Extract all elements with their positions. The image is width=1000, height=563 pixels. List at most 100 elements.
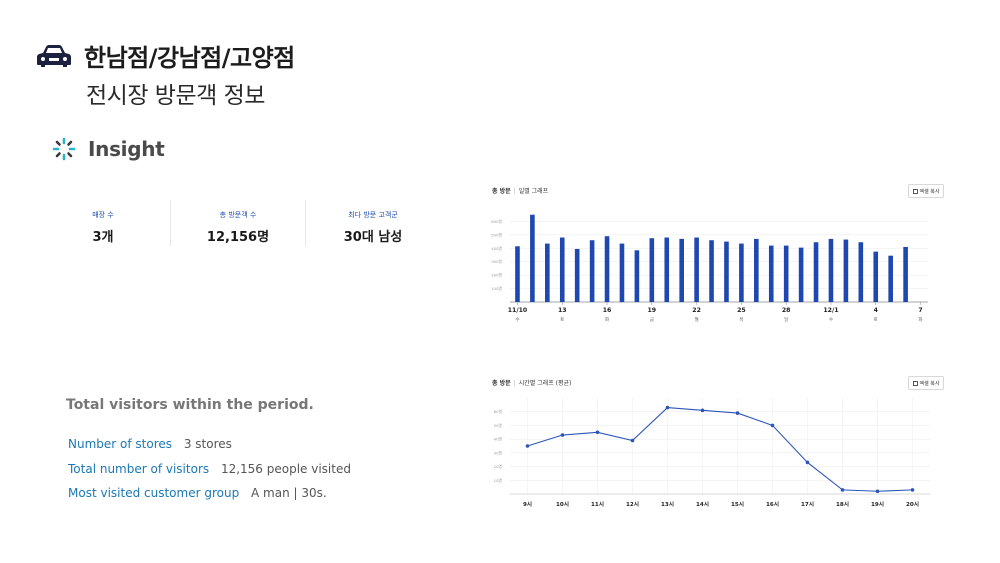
bar (813, 242, 819, 302)
bar (530, 214, 535, 302)
data-point (630, 438, 635, 443)
summary-value: 12,156 people visited (220, 461, 351, 476)
data-point (910, 488, 915, 492)
panel-title-sub: 일별 그래프 (518, 188, 549, 195)
weekday-label: 화 (605, 317, 610, 323)
bar (828, 238, 834, 302)
summary-value: A man | 30s. (251, 486, 327, 500)
x-tick-label: 4 (874, 307, 879, 314)
data-point (770, 423, 775, 428)
bar (559, 237, 565, 302)
data-point (840, 488, 845, 492)
summary-key: Total number of visitors (68, 461, 210, 476)
y-tick-label: 400명 (491, 246, 502, 251)
summary-key: Number of stores (68, 437, 173, 451)
x-tick-label: 28 (782, 307, 791, 314)
spreadsheet-icon (912, 380, 918, 386)
stat-value: 12,156명 (206, 230, 270, 245)
data-point (700, 408, 705, 413)
bar (754, 238, 759, 302)
weekday-label: 토 (874, 317, 878, 323)
hourly-line-chart: 10명 20명 30명 40명 50명 60명 9시 10시 11시 12시 13시 14시 15시 16… (494, 398, 930, 508)
bar (619, 243, 625, 302)
y-tick-label: 30명 (494, 450, 503, 455)
loading-spinner-icon (52, 137, 76, 161)
weekday-label: 일 (784, 316, 788, 323)
data-point (805, 460, 810, 465)
page-title: 한남점/강남점/고양점 (84, 44, 295, 72)
x-tick-label: 13시 (661, 501, 674, 508)
car-icon (37, 44, 71, 67)
panel-title-sub: 시간별 그래프 (평균) (518, 380, 572, 387)
series-line (527, 407, 913, 492)
summary-value: 3 stores (183, 437, 232, 451)
x-tick-label: 11/10 (508, 307, 528, 314)
insight-label: Insight (88, 137, 165, 161)
daily-chart-panel: 100명 200명 300명 400명 500명 600명 11/10 수 13 토 16 화 19 금 2… (484, 180, 954, 330)
summary-row: Number of stores 3 stores (68, 437, 351, 462)
bar (545, 243, 550, 302)
y-tick-label: 100명 (491, 286, 502, 291)
y-tick-label: 60명 (494, 409, 503, 414)
panel-title-main: 총 방문 (492, 188, 511, 195)
x-tick-label: 12/1 (823, 307, 838, 314)
x-tick-label: 19 (648, 307, 657, 314)
x-tick-label: 10시 (556, 501, 569, 508)
x-tick-label: 7 (918, 307, 922, 314)
panel-title-main: 총 방문 (492, 380, 511, 387)
stat-value: 30대 남성 (343, 230, 403, 245)
bar (679, 238, 684, 302)
data-point (735, 411, 740, 415)
summary-heading: Total visitors within the period. (66, 397, 314, 413)
bar (694, 237, 699, 302)
y-tick-label: 500명 (491, 232, 502, 237)
bar (873, 251, 879, 302)
bar (589, 240, 595, 302)
stat-label: 매장 수 (92, 211, 114, 219)
hourly-chart-panel: 10명 20명 30명 40명 50명 60명 9시 10시 11시 12시 13시 14시 15시 16… (484, 372, 954, 512)
excel-copy-button[interactable]: 엑셀 복사 (908, 376, 944, 390)
y-tick-label: 10명 (494, 478, 503, 483)
weekday-label: 목 (739, 317, 743, 323)
x-tick-label: 20시 (906, 501, 919, 508)
x-tick-label: 16시 (766, 501, 779, 508)
bar (903, 246, 908, 302)
hourly-chart-title: 총 방문 | 시간별 그래프 (평균) (492, 380, 572, 387)
excel-copy-button[interactable]: 엑셀 복사 (908, 184, 944, 198)
x-tick-label: 22 (692, 307, 701, 314)
data-point (595, 430, 600, 435)
page-header: 한남점/강남점/고양점 전시장 방문객 정보 (36, 38, 295, 109)
stats-summary: 매장 수 3개 총 방문객 수 12,156명 최다 방문 고객군 30대 남성 (36, 200, 440, 246)
data-point (525, 444, 530, 448)
stat-label: 최다 방문 고객군 (348, 211, 398, 219)
bar (888, 255, 893, 302)
bar (515, 246, 520, 302)
y-tick-label: 50명 (494, 423, 503, 428)
y-tick-label: 20명 (494, 464, 503, 469)
x-tick-label: 25 (737, 307, 746, 314)
stat-top-group: 최다 방문 고객군 30대 남성 (306, 200, 440, 246)
x-tick-label: 11시 (591, 501, 604, 508)
stat-total-visitors: 총 방문객 수 12,156명 (171, 200, 306, 246)
bar (634, 250, 640, 302)
x-tick-label: 9시 (523, 501, 532, 508)
data-point (875, 489, 880, 494)
bar (664, 237, 670, 302)
bar (724, 241, 729, 302)
bar (739, 243, 744, 302)
data-point (665, 405, 670, 410)
bar (574, 248, 580, 302)
weekday-label: 월 (694, 316, 698, 323)
bar (768, 245, 774, 302)
summary-key: Most visited customer group (68, 486, 240, 500)
weekday-label: 토 (560, 317, 564, 323)
x-tick-label: 14시 (696, 501, 709, 508)
bar (783, 245, 789, 302)
stat-value: 3개 (92, 230, 114, 245)
weekday-label: 수 (515, 317, 519, 323)
weekday-label: 금 (650, 317, 654, 323)
page-subtitle: 전시장 방문객 정보 (86, 83, 265, 109)
summary-row: Total number of visitors 12,156 people v… (68, 462, 351, 487)
weekday-label: 화 (918, 317, 923, 323)
x-tick-label: 18시 (836, 501, 849, 508)
